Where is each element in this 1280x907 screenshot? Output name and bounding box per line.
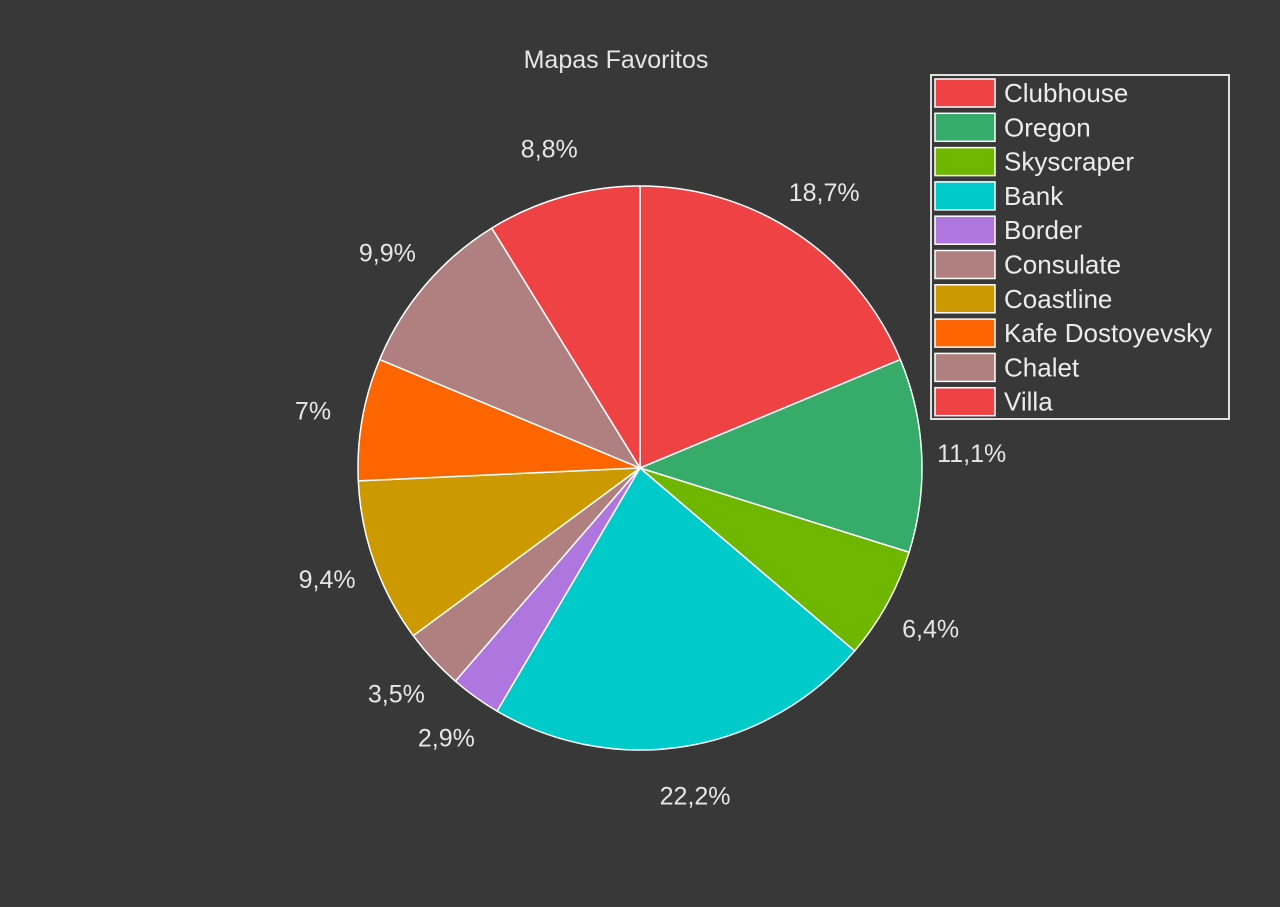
legend-label-skyscraper: Skyscraper (1004, 147, 1134, 177)
data-label-coastline: 9,4% (299, 566, 356, 594)
data-label-oregon: 11,1% (937, 440, 1006, 468)
legend-box (930, 74, 1230, 420)
legend-label-oregon: Oregon (1004, 112, 1091, 142)
legend-label-consulate: Consulate (1004, 250, 1121, 280)
pie-slice-oregon (639, 358, 923, 554)
chart-title: Mapas Favoritos (524, 46, 709, 74)
pie-labels: 18,7% 11,1% 6,4% 22,2% 2,9% 3,5% 9,4% 7% 9,9% 8,8… (295, 136, 1006, 811)
legend-swatch-coastline (934, 284, 996, 314)
legend-label-bank: Bank (1004, 181, 1064, 211)
legend-swatch-border (934, 215, 996, 245)
pie-slice-villa (491, 185, 641, 469)
pie-slice-chalet (378, 227, 641, 469)
pie-slice-coastline (357, 467, 641, 637)
legend-swatch-chalet (934, 352, 996, 383)
legend: Clubhouse Oregon Skyscraper Bank Border Consu… (930, 74, 1230, 420)
legend-label-chalet: Chalet (1004, 352, 1080, 382)
legend-swatch-oregon (934, 112, 996, 143)
data-label-bank: 22,2% (660, 782, 731, 810)
legend-swatch-skyscraper (934, 146, 996, 177)
legend-swatch-kafe-dostoyevsky (934, 318, 996, 348)
legend-swatch-clubhouse (934, 78, 996, 108)
pie-slice-bank (496, 467, 856, 751)
legend-swatch-consulate (934, 249, 996, 280)
legend-label-border: Border (1004, 215, 1082, 245)
pie-slices (357, 185, 923, 751)
data-label-clubhouse: 18,7% (789, 179, 860, 207)
pie-slice-clubhouse (639, 185, 902, 469)
pie-slice-skyscraper (639, 467, 910, 652)
data-label-skyscraper: 6,4% (902, 616, 959, 644)
data-label-chalet: 9,9% (359, 240, 416, 268)
legend-label-villa: Villa (1004, 387, 1053, 417)
data-label-border: 2,9% (418, 725, 475, 753)
legend-swatch-bank (934, 181, 996, 211)
legend-swatch-villa (934, 386, 996, 417)
legend-label-kafe-dostoyevsky: Kafe Dostoyevsky (1004, 318, 1212, 348)
legend-label-clubhouse: Clubhouse (1004, 78, 1128, 108)
pie-slice-kafe-dostoyevsky (357, 358, 641, 482)
data-label-consulate: 3,5% (368, 681, 425, 709)
legend-label-coastline: Coastline (1004, 284, 1112, 314)
data-label-kafe-dostoyevsky: 7% (295, 397, 331, 425)
data-label-villa: 8,8% (521, 136, 578, 164)
